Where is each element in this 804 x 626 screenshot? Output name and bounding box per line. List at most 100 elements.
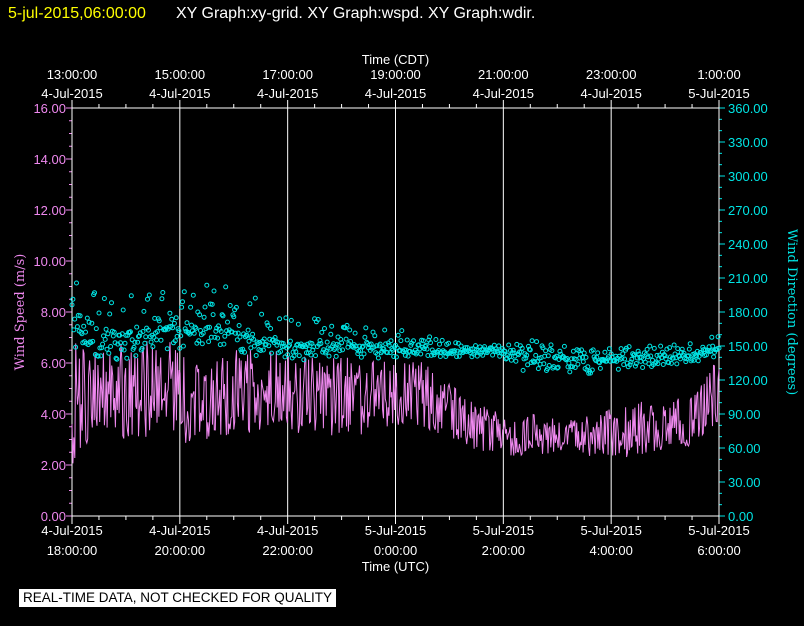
wind-direction-point bbox=[132, 339, 138, 345]
wind-direction-point bbox=[670, 355, 676, 361]
wind-direction-point bbox=[304, 341, 310, 347]
wind-direction-point bbox=[227, 303, 233, 308]
wind-direction-point bbox=[159, 296, 165, 302]
wind-direction-point bbox=[187, 331, 193, 337]
wind-direction-point bbox=[590, 347, 596, 353]
wind-direction-point bbox=[382, 327, 388, 333]
wind-direction-point bbox=[520, 367, 526, 373]
wind-direction-point bbox=[131, 344, 137, 350]
wind-direction-point bbox=[420, 338, 426, 344]
wind-direction-point bbox=[496, 343, 502, 349]
wind-direction-point bbox=[428, 340, 433, 346]
wind-direction-point bbox=[700, 344, 706, 350]
wind-direction-point bbox=[474, 353, 480, 359]
wind-direction-point bbox=[211, 288, 217, 294]
bottom-tick-date: 5-Jul-2015 bbox=[580, 523, 641, 538]
wind-direction-point bbox=[575, 361, 581, 367]
wind-direction-point bbox=[508, 357, 514, 363]
wind-direction-point bbox=[711, 354, 717, 360]
wind-direction-point bbox=[629, 356, 635, 362]
right-tick-label: 90.00 bbox=[728, 407, 761, 422]
wind-direction-point bbox=[427, 334, 433, 340]
wind-direction-point bbox=[402, 352, 408, 358]
wind-direction-point bbox=[502, 348, 508, 354]
top-tick-time: 15:00:00 bbox=[155, 67, 206, 82]
wind-direction-point bbox=[318, 341, 324, 346]
bottom-tick-time: 20:00:00 bbox=[155, 543, 206, 558]
quality-notice: REAL-TIME DATA, NOT CHECKED FOR QUALITY bbox=[19, 589, 337, 607]
wind-direction-point bbox=[199, 341, 205, 347]
wind-direction-point bbox=[458, 343, 464, 349]
top-tick-date: 4-Jul-2015 bbox=[149, 86, 210, 101]
wind-direction-point bbox=[141, 308, 147, 314]
wind-direction-point bbox=[710, 343, 716, 349]
wind-direction-point bbox=[395, 332, 401, 338]
wind-direction-point bbox=[295, 321, 301, 327]
wind-direction-point bbox=[535, 366, 541, 372]
wind-direction-point bbox=[74, 280, 79, 286]
wind-direction-point bbox=[510, 347, 516, 353]
wind-direction-point bbox=[640, 365, 646, 370]
wind-direction-point bbox=[288, 317, 294, 323]
wind-direction-point bbox=[190, 292, 196, 298]
wind-direction-point bbox=[707, 349, 713, 355]
left-tick-label: 2.00 bbox=[41, 458, 66, 473]
wind-direction-point bbox=[344, 322, 350, 328]
wind-direction-point bbox=[86, 319, 92, 325]
wind-direction-point bbox=[146, 292, 152, 298]
wind-direction-point bbox=[386, 342, 392, 348]
wind-direction-point bbox=[439, 337, 445, 343]
wind-direction-point bbox=[277, 316, 283, 322]
wind-direction-point bbox=[519, 345, 525, 351]
wind-direction-point bbox=[179, 304, 185, 310]
left-tick-label: 10.00 bbox=[33, 254, 66, 269]
wind-direction-point bbox=[543, 348, 549, 354]
wind-direction-point bbox=[513, 358, 519, 364]
wind-direction-point bbox=[580, 359, 586, 365]
top-tick-date: 4-Jul-2015 bbox=[473, 86, 534, 101]
right-tick-label: 180.00 bbox=[728, 305, 768, 320]
wind-direction-point bbox=[480, 352, 486, 358]
wind-direction-point bbox=[363, 325, 369, 331]
wind-direction-point bbox=[348, 339, 354, 344]
bottom-tick-date: 4-Jul-2015 bbox=[257, 523, 318, 538]
wind-direction-point bbox=[352, 330, 358, 336]
wind-direction-point bbox=[158, 337, 164, 343]
wind-direction-point bbox=[201, 314, 207, 320]
wind-direction-point bbox=[231, 314, 237, 320]
wind-direction-point bbox=[555, 364, 561, 370]
wind-direction-point bbox=[583, 354, 589, 360]
wind-direction-point bbox=[332, 345, 338, 351]
wind-direction-point bbox=[118, 340, 123, 346]
wind-direction-point bbox=[685, 353, 691, 359]
wind-direction-point bbox=[150, 344, 156, 350]
wind-direction-point bbox=[635, 348, 641, 354]
wind-direction-point bbox=[618, 346, 624, 352]
wind-direction-point bbox=[274, 342, 280, 348]
top-axis-label: Time (CDT) bbox=[362, 52, 429, 67]
wind-direction-point bbox=[225, 319, 230, 325]
wind-direction-point bbox=[223, 284, 229, 290]
wind-direction-point bbox=[579, 347, 584, 353]
wind-direction-point bbox=[703, 352, 709, 358]
wind-direction-point bbox=[327, 346, 333, 352]
wind-direction-point bbox=[178, 333, 184, 339]
wind-direction-point bbox=[113, 355, 119, 361]
wind-direction-point bbox=[136, 333, 142, 339]
wind-direction-point bbox=[424, 346, 430, 352]
bottom-tick-date: 5-Jul-2015 bbox=[365, 523, 426, 538]
plot-grid bbox=[71, 100, 720, 524]
header-date: 5-jul-2015,06:00:00 bbox=[8, 5, 146, 22]
wind-direction-point bbox=[567, 369, 573, 375]
wind-direction-point bbox=[200, 330, 206, 336]
wind-direction-point bbox=[265, 322, 271, 328]
wind-direction-point bbox=[191, 330, 197, 336]
right-tick-label: 360.00 bbox=[728, 101, 768, 116]
wind-direction-point bbox=[606, 346, 612, 352]
bottom-axis: 4-Jul-2015 18:00:00 4-Jul-2015 20:00:00 4-Ju… bbox=[41, 523, 749, 574]
right-tick-label: 120.00 bbox=[728, 373, 768, 388]
wind-direction-point bbox=[622, 356, 628, 362]
top-tick-date: 4-Jul-2015 bbox=[580, 86, 641, 101]
wind-speed-series bbox=[71, 341, 720, 464]
wind-direction-point bbox=[252, 295, 258, 301]
